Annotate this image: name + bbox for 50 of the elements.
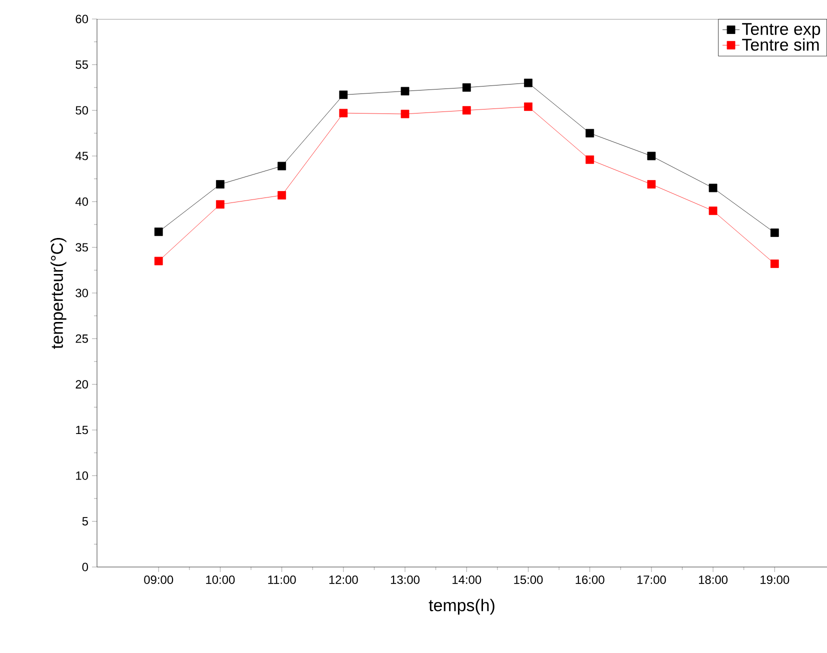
y-tick-label: 0 [82, 562, 88, 572]
x-tick-label: 17:00 [637, 576, 666, 584]
point [154, 228, 163, 236]
point [216, 200, 224, 209]
x-axis-title: temps(h) [428, 598, 494, 615]
point [586, 155, 594, 164]
point [586, 128, 594, 138]
y-tick-label: 5 [82, 517, 88, 526]
legend-label: Tentre exp [742, 23, 820, 38]
x-tick-label: 16:00 [576, 576, 604, 584]
point [339, 108, 348, 118]
y-tick-label: 10 [76, 471, 88, 480]
point [400, 110, 410, 118]
x-tick-label: 14:00 [452, 576, 482, 584]
x-tick-label: 12:00 [329, 576, 358, 584]
x-tick-label: 13:00 [390, 576, 420, 584]
y-tick-label: 60 [76, 14, 88, 24]
y-tick-label: 20 [76, 380, 88, 389]
point [708, 206, 718, 215]
point [524, 102, 532, 111]
y-tick-label: 55 [76, 60, 88, 69]
point [770, 228, 779, 237]
point [216, 180, 224, 189]
x-tick-label: 18:00 [698, 576, 728, 584]
point [647, 180, 656, 189]
y-tick-label: 40 [75, 197, 88, 206]
point [708, 184, 718, 192]
point [278, 191, 286, 200]
point [647, 152, 656, 160]
y-tick-label: 50 [76, 106, 88, 115]
point [770, 260, 779, 268]
x-tick-label: 11:00 [268, 576, 296, 584]
y-tick-label: 45 [75, 152, 88, 160]
point [524, 78, 532, 88]
x-tick-label: 19:00 [760, 576, 790, 584]
y-tick-label: 25 [76, 334, 88, 343]
x-tick-label: 09:00 [144, 576, 174, 584]
legend-label: Tentre sim [742, 38, 819, 51]
point [339, 90, 348, 100]
point [154, 256, 163, 266]
y-tick-label: 30 [76, 288, 88, 298]
point [278, 162, 286, 170]
y-tick-label: 35 [76, 243, 88, 252]
x-tick-label: 10:00 [206, 576, 235, 584]
y-tick-label: 15 [76, 426, 88, 434]
point [462, 106, 471, 115]
y-axis-title: temperteur(°C) [50, 238, 66, 349]
x-tick-label: 15:00 [514, 576, 543, 584]
point [400, 86, 410, 96]
point [462, 83, 471, 92]
